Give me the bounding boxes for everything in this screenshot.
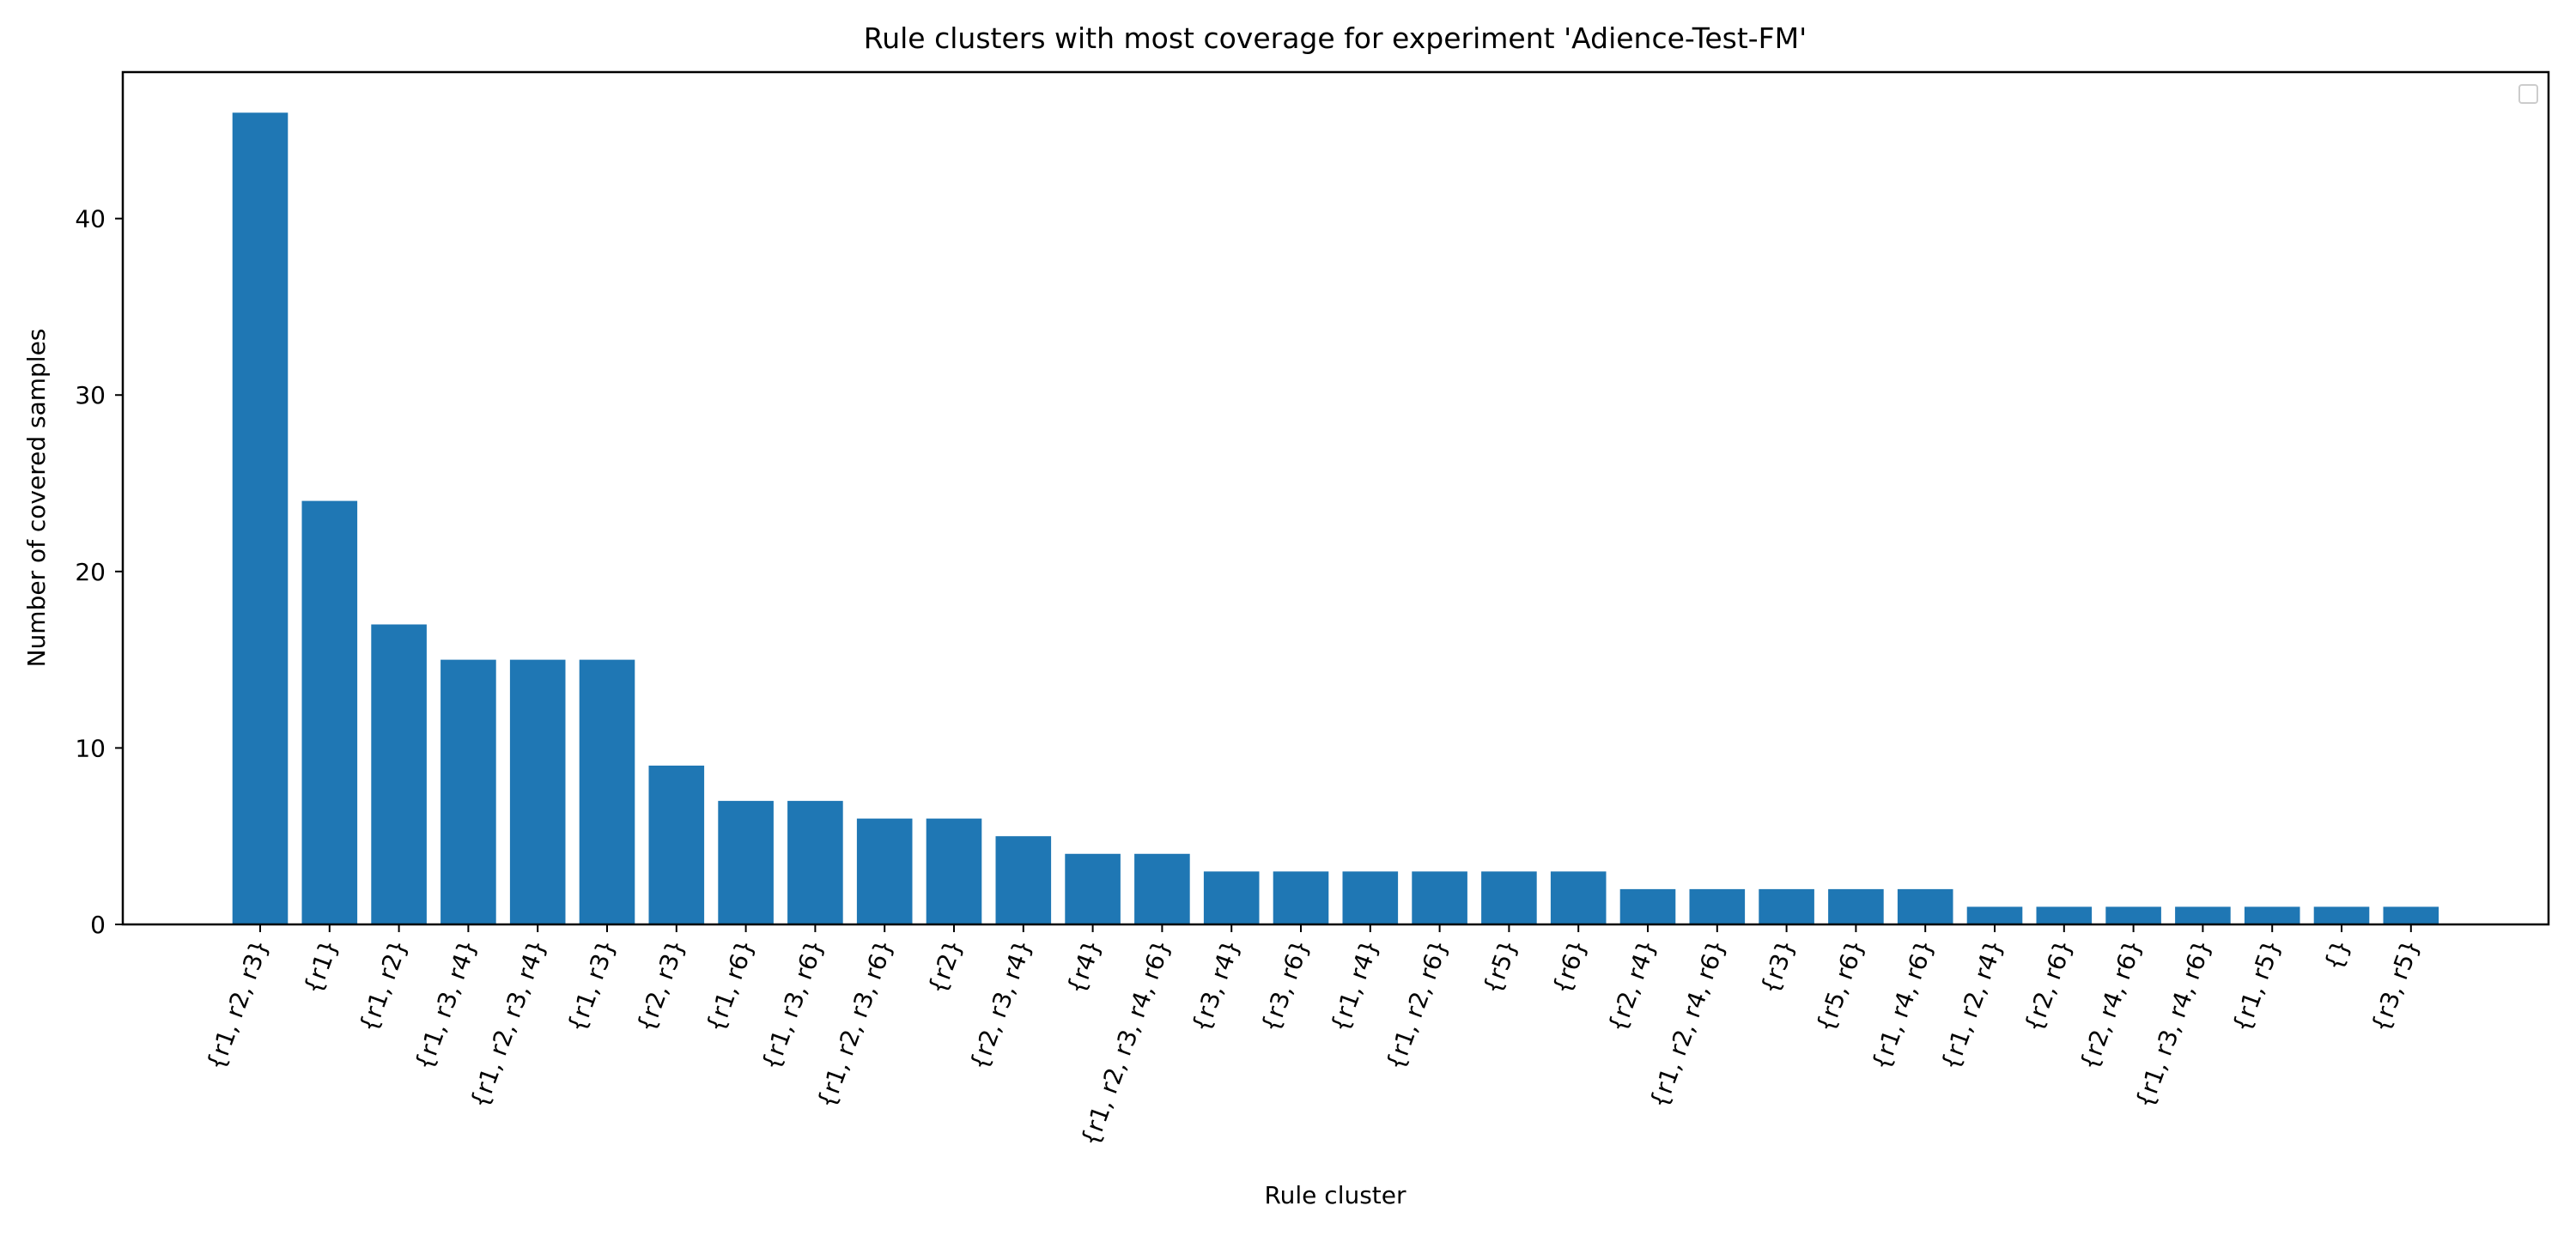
x-tick-label: {r3, r6} (1255, 936, 1315, 1036)
bar (787, 801, 843, 924)
x-tick-label: {r1, r2, r3, r6} (811, 936, 899, 1112)
bar (1273, 871, 1329, 924)
x-tick-label: {r1, r2, r4, r6} (1644, 936, 1732, 1112)
x-tick-label: {r2, r4, r6} (2075, 936, 2148, 1074)
bar (1619, 888, 1676, 924)
legend-box (2518, 84, 2538, 104)
bar (1481, 871, 1537, 924)
bar (301, 500, 358, 924)
x-tick-label: {r1} (298, 936, 343, 997)
x-tick-label: {r1, r2, r3, r4} (465, 936, 552, 1112)
x-tick-label: {r1, r5} (2227, 936, 2286, 1036)
bar (1065, 853, 1121, 924)
x-tick-label: {r3, r5} (2366, 936, 2425, 1036)
x-tick-label: {r1, r4, r6} (1866, 936, 1939, 1074)
plot-frame (121, 70, 2550, 926)
bar (1897, 888, 1953, 924)
x-tick-label: {r1, r2} (354, 936, 413, 1036)
y-tick-label: 10 (75, 734, 106, 762)
bar (856, 818, 913, 924)
x-tick-label: {r2, r3} (631, 936, 690, 1036)
x-tick-label: {r1, r2, r6} (1381, 936, 1454, 1074)
y-tick-label: 20 (75, 558, 106, 586)
bar (648, 765, 705, 924)
x-tick-label: {r1, r3, r4, r6} (2129, 936, 2217, 1112)
y-axis-label: Number of covered samples (22, 329, 51, 668)
x-tick-label: {r5} (1478, 936, 1523, 997)
bar (1550, 871, 1607, 924)
bar (1342, 871, 1399, 924)
x-tick-label: {r4} (1061, 936, 1107, 997)
x-tick-label: {r1, r4} (1325, 936, 1384, 1036)
bar (2105, 906, 2161, 924)
bar (371, 624, 427, 924)
bar (718, 801, 774, 924)
x-tick-label: {r1, r3, r4} (410, 936, 483, 1074)
bar (509, 659, 566, 924)
x-tick-label: {r5, r6} (1811, 936, 1870, 1036)
bar (1966, 906, 2023, 924)
bar (1689, 888, 1746, 924)
x-tick-label: {r2, r3, r4} (964, 936, 1037, 1074)
x-tick-label: {r2, r6} (2019, 936, 2078, 1036)
x-axis-label: Rule cluster (1264, 1181, 1406, 1209)
bar (232, 112, 289, 925)
x-tick-label: {r3} (1755, 936, 1801, 997)
y-tick-label: 40 (75, 205, 106, 233)
x-tick-label: {r1, r2, r3} (201, 936, 274, 1074)
bar (1412, 871, 1467, 924)
bar (2175, 906, 2231, 924)
bar (2383, 906, 2439, 924)
y-tick-label: 30 (75, 381, 106, 409)
bar (440, 659, 496, 924)
x-tick-label: {} (2318, 936, 2355, 974)
x-tick-label: {r1, r6} (701, 936, 760, 1036)
x-tick-label: {r2} (922, 936, 968, 997)
bar (1134, 853, 1190, 924)
bar (1828, 888, 1884, 924)
x-tick-label: {r1, r3, r6} (756, 936, 829, 1074)
chart-title: Rule clusters with most coverage for exp… (864, 21, 1807, 55)
bar (926, 818, 982, 924)
bar (2036, 906, 2093, 924)
y-axis: 0 10 20 30 40 (75, 205, 123, 939)
bar (995, 836, 1052, 924)
bar (2313, 906, 2370, 924)
x-tick-label: {r6} (1547, 936, 1593, 997)
x-tick-label: {r1, r2, r4} (1935, 936, 2008, 1074)
bar (1203, 871, 1260, 924)
y-tick-label: 0 (90, 911, 106, 939)
bars (232, 112, 2439, 925)
bar (579, 659, 635, 924)
x-axis: {r1, r2, r3} {r1} {r1, r2}{r1, r3, r4}{r1,… (201, 924, 2425, 1150)
x-tick-label: {r3, r4} (1186, 936, 1245, 1036)
x-tick-label: {r2, r4} (1602, 936, 1662, 1036)
x-tick-label: {r1, r3} (562, 936, 621, 1036)
bar (2244, 906, 2300, 924)
bar (1759, 888, 1814, 924)
